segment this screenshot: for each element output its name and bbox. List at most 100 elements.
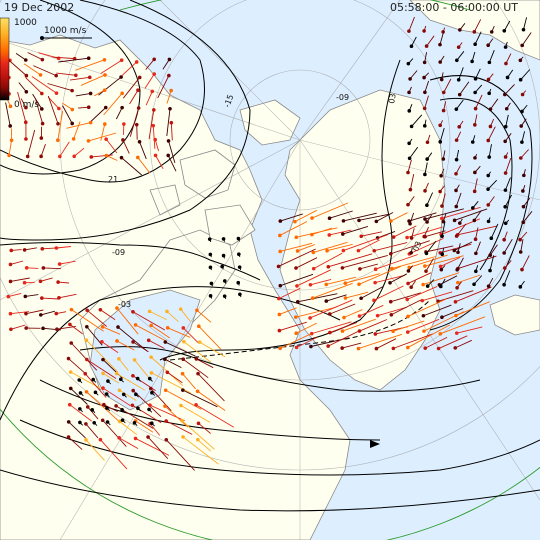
velocity-vector (8, 138, 13, 156)
vector-origin-dot (470, 140, 475, 144)
velocity-vector (25, 77, 43, 94)
vector-origin-dot (425, 220, 429, 224)
contour-right-loop-2 (439, 97, 513, 271)
velocity-vector (473, 275, 483, 285)
vector-origin-dot (423, 90, 427, 95)
velocity-vector (84, 373, 107, 398)
vector-origin-dot (407, 109, 412, 113)
vector-origin-dot (503, 45, 508, 49)
vector-origin-dot (438, 42, 442, 47)
vector-origin-dot (103, 105, 108, 110)
contour-outer-3 (0, 469, 540, 512)
vector-origin-dot (196, 437, 200, 442)
vector-origin-dot (56, 138, 60, 143)
velocity-vector (473, 210, 482, 221)
vector-origin-dot (408, 77, 412, 81)
velocity-vector (474, 178, 478, 192)
vector-origin-dot (237, 252, 241, 257)
velocity-vector (34, 97, 44, 124)
vector-origin-dot (310, 296, 315, 300)
vector-origin-dot (163, 404, 167, 408)
vector-origin-dot (70, 107, 75, 112)
velocity-vector (279, 333, 312, 349)
velocity-vector (423, 272, 460, 285)
vector-origin-dot (423, 172, 427, 177)
velocity-vector (98, 76, 122, 96)
vector-origin-dot (115, 306, 119, 310)
vector-origin-dot (503, 155, 508, 159)
vector-origin-dot (357, 218, 361, 223)
velocity-vector (426, 240, 437, 254)
vector-origin-dot (8, 124, 12, 128)
vector-origin-dot (439, 173, 443, 178)
velocity-vector (489, 255, 495, 271)
velocity-vector (423, 304, 452, 317)
vector-origin-dot (408, 187, 413, 192)
velocity-vector (196, 358, 214, 369)
velocity-vector (199, 341, 226, 358)
vector-origin-dot (521, 27, 526, 32)
vector-origin-dot (409, 44, 414, 48)
scale-vector-label: 1000 m/s (44, 26, 87, 36)
vector-origin-dot (439, 77, 444, 82)
vector-origin-dot (166, 153, 171, 158)
velocity-vector (343, 309, 363, 318)
velocity-vector (68, 358, 85, 373)
velocity-vector (391, 256, 436, 269)
contour-neg03 (0, 286, 341, 421)
velocity-vector (197, 373, 225, 402)
vector-origin-dot (486, 187, 490, 191)
velocity-vector (180, 308, 191, 322)
vector-origin-dot (222, 279, 227, 283)
vector-origin-dot (440, 252, 445, 256)
vector-origin-dot (342, 315, 346, 320)
vector-origin-dot (164, 437, 169, 442)
vector-origin-dot (119, 155, 124, 160)
velocity-vector (295, 257, 318, 269)
vector-origin-dot (278, 233, 282, 238)
velocity-vector (297, 244, 315, 252)
velocity-vector (62, 105, 73, 124)
velocity-vector (456, 223, 467, 237)
vector-origin-dot (457, 92, 462, 97)
vector-origin-dot (221, 253, 226, 258)
vector-origin-dot (167, 57, 172, 62)
velocity-vector (71, 309, 104, 332)
vector-origin-dot (407, 90, 411, 95)
vector-origin-dot (453, 300, 458, 304)
vector-origin-dot (150, 89, 155, 94)
vector-origin-dot (41, 266, 46, 270)
vector-origin-dot (294, 235, 299, 240)
vector-origin-dot (92, 420, 96, 425)
vector-origin-dot (165, 370, 170, 375)
vector-origin-dot (135, 376, 140, 381)
vector-origin-dot (518, 58, 523, 63)
vector-origin-dot (422, 329, 426, 333)
vector-origin-dot (278, 219, 283, 223)
vector-origin-dot (152, 72, 157, 76)
contour-label: 03 (411, 240, 423, 253)
vector-origin-dot (391, 346, 396, 351)
vector-origin-dot (519, 156, 523, 160)
vector-origin-dot (438, 140, 443, 144)
velocity-vector (329, 321, 358, 333)
velocity-vector (8, 292, 22, 298)
velocity-vector (488, 144, 492, 158)
vector-origin-dot (40, 57, 45, 62)
vector-origin-dot (472, 30, 477, 34)
velocity-vector (80, 74, 106, 86)
vector-origin-dot (163, 357, 167, 361)
vector-origin-dot (114, 371, 119, 376)
vector-origin-dot (102, 88, 107, 92)
vector-origin-dot (519, 124, 524, 128)
velocity-vector (440, 316, 486, 335)
vector-origin-dot (424, 251, 429, 256)
vector-origin-dot (131, 373, 135, 378)
vector-origin-dot (308, 282, 313, 287)
velocity-vector (392, 320, 425, 332)
velocity-vector (116, 373, 146, 391)
vector-origin-dot (208, 294, 213, 298)
vector-origin-dot (54, 73, 58, 78)
vector-origin-dot (236, 236, 241, 241)
vector-origin-dot (146, 435, 150, 439)
